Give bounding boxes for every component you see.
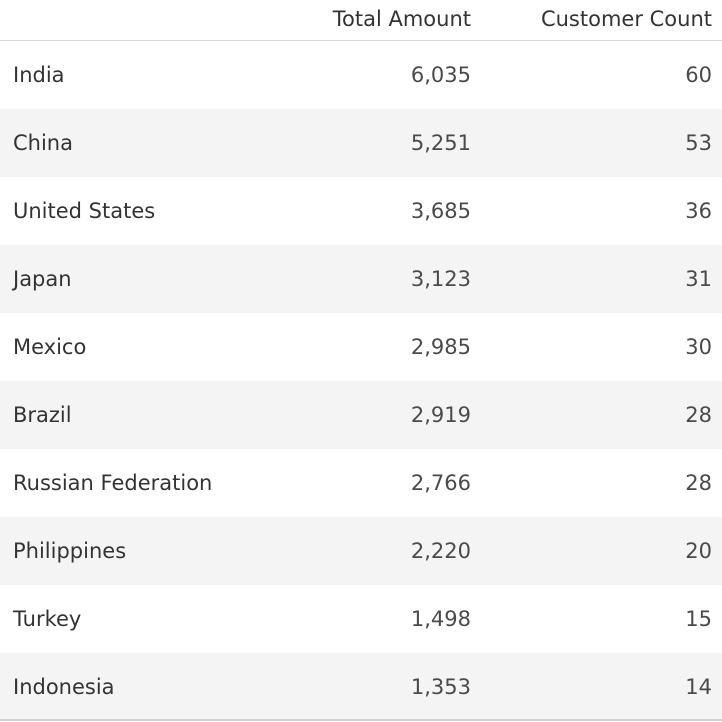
country-name-cell: Mexico	[13, 335, 87, 359]
table-row[interactable]: India 6,035 60	[0, 41, 722, 109]
country-name-cell: Philippines	[13, 539, 127, 563]
total-amount-cell: 2,220	[410, 539, 471, 563]
column-header-customer-count[interactable]: Customer Count	[540, 7, 712, 31]
total-amount-cell: 1,353	[410, 675, 471, 699]
table-bottom-rule	[0, 719, 722, 721]
total-amount-cell: 5,251	[410, 131, 471, 155]
customer-count-cell: 15	[685, 607, 712, 631]
country-name-cell: Russian Federation	[13, 471, 213, 495]
customer-count-cell: 30	[685, 335, 712, 359]
table-row[interactable]: Japan 3,123 31	[0, 245, 722, 313]
customer-count-cell: 28	[685, 471, 712, 495]
country-name-cell: Turkey	[13, 607, 82, 631]
table-row[interactable]: Mexico 2,985 30	[0, 313, 722, 381]
table-row[interactable]: Turkey 1,498 15	[0, 585, 722, 653]
country-name-cell: Japan	[13, 267, 72, 291]
total-amount-cell: 1,498	[410, 607, 471, 631]
customer-count-cell: 36	[685, 199, 712, 223]
total-amount-cell: 3,685	[410, 199, 471, 223]
total-amount-cell: 2,985	[410, 335, 471, 359]
table-header: Total Amount Customer Count	[0, 0, 722, 41]
table-row[interactable]: United States 3,685 36	[0, 177, 722, 245]
customer-count-cell: 60	[685, 63, 712, 87]
table-row[interactable]: Russian Federation 2,766 28	[0, 449, 722, 517]
total-amount-cell: 2,766	[410, 471, 471, 495]
table-row[interactable]: China 5,251 53	[0, 109, 722, 177]
country-name-cell: United States	[13, 199, 156, 223]
country-name-cell: India	[13, 63, 65, 87]
row-header-blank	[0, 0, 241, 41]
table-row[interactable]: Brazil 2,919 28	[0, 381, 722, 449]
total-amount-cell: 6,035	[410, 63, 471, 87]
table-row[interactable]: Philippines 2,220 20	[0, 517, 722, 585]
customer-count-cell: 14	[685, 675, 712, 699]
table-body: India 6,035 60 China 5,251 53 United States 3,6…	[0, 41, 722, 721]
country-name-cell: Indonesia	[13, 675, 115, 699]
total-amount-cell: 2,919	[410, 403, 471, 427]
customer-count-cell: 28	[685, 403, 712, 427]
country-name-cell: China	[13, 131, 73, 155]
customer-count-cell: 20	[685, 539, 712, 563]
column-header-total-amount[interactable]: Total Amount	[332, 7, 471, 31]
country-name-cell: Brazil	[13, 403, 72, 427]
customer-count-cell: 53	[685, 131, 712, 155]
total-amount-cell: 3,123	[410, 267, 471, 291]
customer-count-cell: 31	[685, 267, 712, 291]
table-row[interactable]: Indonesia 1,353 14	[0, 653, 722, 721]
